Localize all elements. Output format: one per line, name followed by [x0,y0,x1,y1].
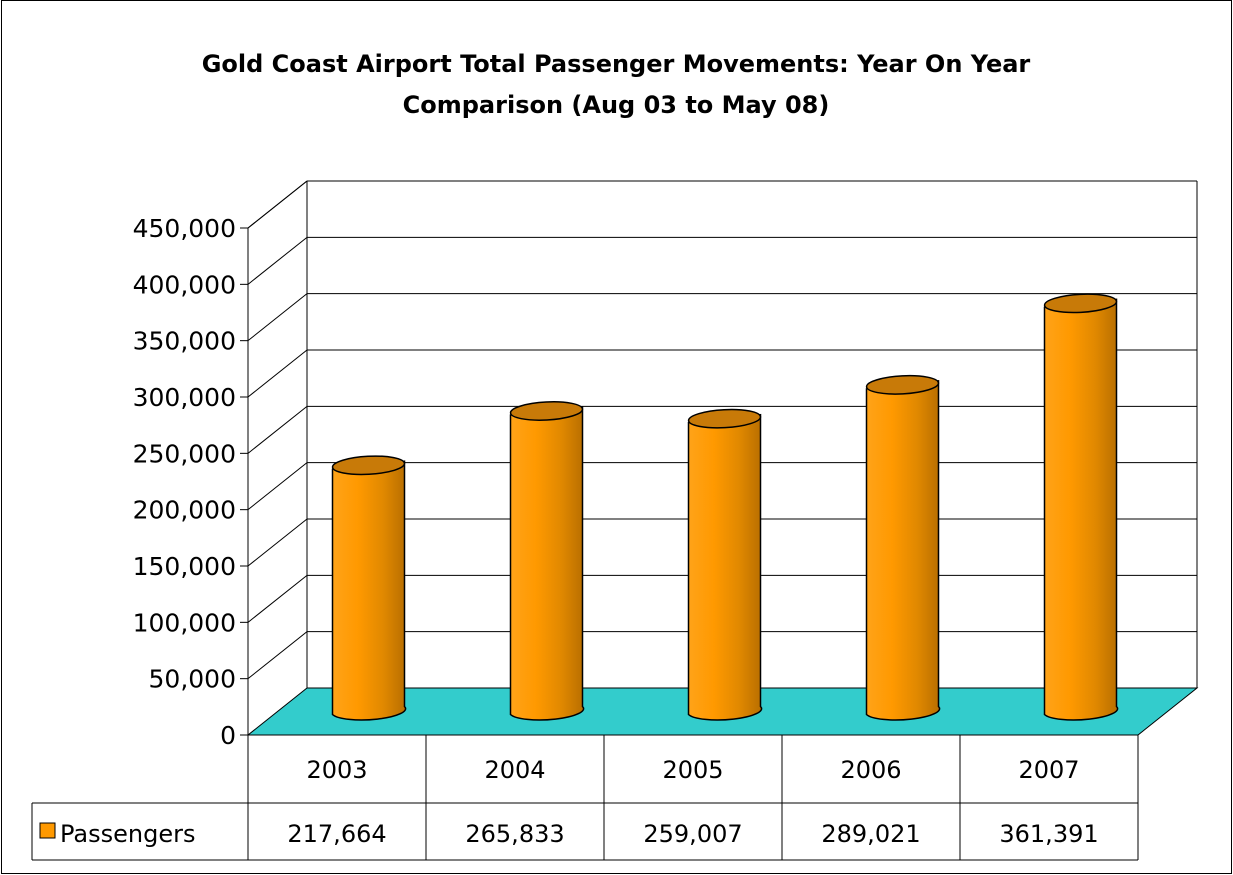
data-value-label: 289,021 [821,820,920,848]
y-tick-label: 250,000 [133,439,236,468]
plot-area: 0 50,000 100,000 150,000 200,000 250,000 300,0… [31,180,1199,861]
y-tick-label: 150,000 [133,552,236,581]
side-gridline [247,405,308,454]
x-category-label: 2006 [840,756,901,784]
y-tick-label: 300,000 [133,383,236,412]
x-category-label: 2005 [662,756,723,784]
chart-title-line-2: Comparison (Aug 03 to May 08) [403,91,830,119]
bar-top-2007 [1043,293,1118,314]
side-gridline [247,349,308,398]
side-gridline [247,236,308,285]
x-category-label: 2007 [1018,756,1079,784]
y-tick-label: 350,000 [133,327,236,356]
y-tick-label: 200,000 [133,496,236,525]
data-value-label: 361,391 [999,820,1098,848]
bar-top-2003 [331,455,406,476]
bar-2004 [509,406,585,721]
data-value-label: 259,007 [643,820,742,848]
y-tick-label: 400,000 [133,270,236,299]
y-tick-label: 100,000 [133,608,236,637]
side-gridline [247,631,308,680]
bar-2006 [865,380,941,721]
bar-2005 [687,413,763,721]
x-category-label: 2003 [306,756,367,784]
y-tick-label: 50,000 [149,665,236,694]
legend-key-passengers [39,822,56,839]
bar-top-2006 [865,374,940,395]
side-gridline [247,462,308,511]
bar-2003 [331,460,407,721]
y-tick-label: 0 [220,721,236,750]
legend-label-passengers: Passengers [60,820,195,848]
data-value-label: 265,833 [465,820,564,848]
data-value-label: 217,664 [287,820,386,848]
y-tick-label: 450,000 [133,214,236,243]
side-gridline [247,180,308,229]
bar-top-2005 [687,408,762,429]
side-gridline [247,293,308,342]
bar-top-2004 [509,401,584,421]
chart-title-line-1: Gold Coast Airport Total Passenger Movem… [202,50,1031,78]
bar-2007 [1043,298,1119,721]
x-category-label: 2004 [484,756,545,784]
side-gridline [247,518,308,567]
side-gridline [247,574,308,623]
